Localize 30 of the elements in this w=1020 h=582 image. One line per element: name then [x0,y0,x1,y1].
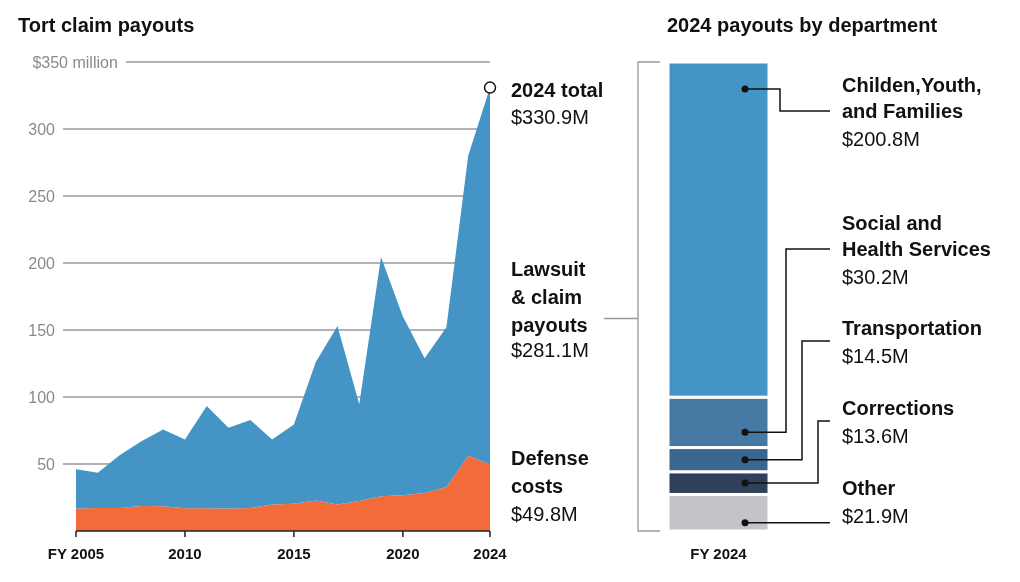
text: Corrections [842,397,955,419]
y-tick-label: $350 million [32,54,118,71]
data-label: $200.8M [842,128,920,150]
text: $281.1M [511,339,589,361]
data-label: $21.9M [842,505,909,527]
y-tick-label: 100 [28,389,56,406]
chart-title: 2024 payouts by department [667,14,938,36]
data-label: $30.2M [842,266,909,288]
x-tick-label: 2015 [277,545,311,562]
text: Other [842,477,896,499]
data-label: $14.5M [842,345,909,367]
y-tick-label: 300 [28,121,56,138]
x-tick-label: FY 2005 [47,545,105,562]
y-tick-label: 50 [37,456,56,473]
series-label: Lawsuit & claim payouts [511,258,588,336]
data-label: $13.6M [842,425,909,447]
text: Childen,Youth, and Families [842,74,982,122]
text: Social and Health Services [842,212,991,260]
series-label: Defense costs [511,447,589,497]
x-tick-label: 2020 [386,545,420,562]
y-tick-label: 250 [28,188,56,205]
x-tick-label: FY 2024 [690,545,748,562]
y-tick-label: 150 [28,322,56,339]
text: Transportation [842,317,983,339]
x-tick-label: 2024 [473,545,508,562]
y-tick-label: 200 [28,255,56,272]
x-tick-label: 2010 [168,545,202,562]
data-label: $49.8M [511,503,578,525]
annotation: 2024 total $330.9M [511,79,604,128]
chart-title: Tort claim payouts [18,14,195,36]
